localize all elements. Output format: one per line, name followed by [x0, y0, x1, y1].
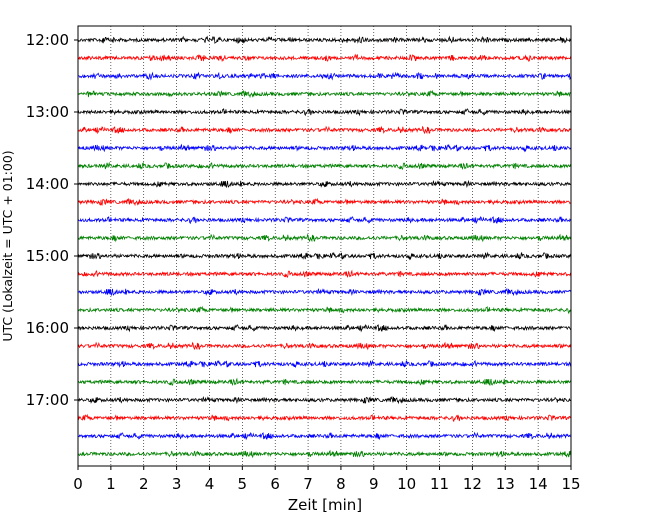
x-tick-label: 13 — [496, 475, 515, 493]
x-tick-label: 12 — [463, 475, 482, 493]
seismic-trace — [77, 197, 572, 207]
seismic-trace — [77, 449, 572, 459]
x-tick-label: 8 — [336, 475, 346, 493]
seismic-trace — [77, 71, 572, 81]
y-tick-label: 12:00 — [26, 31, 69, 49]
seismic-trace — [77, 431, 572, 441]
seismic-trace — [77, 125, 572, 135]
seismic-trace — [77, 269, 572, 279]
seismic-trace — [77, 287, 572, 297]
seismic-trace — [77, 143, 572, 153]
y-tick-label: 16:00 — [26, 319, 69, 337]
seismic-trace — [77, 233, 572, 243]
seismic-trace — [77, 179, 572, 189]
x-tick-label: 4 — [205, 475, 215, 493]
x-tick-label: 0 — [73, 475, 83, 493]
seismic-trace — [77, 324, 572, 333]
x-tick-label: 3 — [172, 475, 182, 493]
x-tick-label: 7 — [303, 475, 313, 493]
y-tick-label: 15:00 — [26, 247, 69, 265]
seismic-trace — [77, 377, 572, 387]
seismic-traces — [77, 35, 572, 459]
y-tick-label: 14:00 — [26, 175, 69, 193]
y-tick-label: 13:00 — [26, 103, 69, 121]
seismic-trace — [77, 107, 572, 117]
y-axis-ticks: 12:00 13:00 14:00 15:00 16:00 17:00 — [26, 31, 78, 409]
x-tick-label: 11 — [430, 475, 449, 493]
x-tick-label: 5 — [238, 475, 248, 493]
grid-lines — [110, 26, 539, 466]
x-axis-ticks: 0 1 2 3 4 5 6 7 8 9 10 11 12 13 14 15 — [73, 466, 581, 493]
seismic-trace — [77, 161, 572, 171]
x-tick-label: 10 — [397, 475, 416, 493]
plot-frame — [77, 25, 572, 467]
seismic-trace — [77, 305, 572, 315]
seismic-trace — [77, 53, 572, 63]
x-tick-label: 1 — [106, 475, 116, 493]
y-axis-label: UTC (Lokalzeit = UTC + 01:00) — [0, 150, 15, 341]
x-tick-label: 9 — [369, 475, 379, 493]
x-tick-label: 15 — [561, 475, 580, 493]
y-tick-label: 17:00 — [26, 391, 69, 409]
x-tick-label: 14 — [529, 475, 548, 493]
seismic-trace — [77, 341, 572, 351]
seismic-trace — [77, 89, 572, 99]
x-tick-label: 6 — [270, 475, 280, 493]
seismic-trace — [77, 216, 572, 225]
x-tick-label: 2 — [139, 475, 149, 493]
x-axis-label: Zeit [min] — [288, 496, 362, 514]
seismic-trace — [77, 413, 572, 423]
seismic-trace — [77, 251, 572, 261]
seismic-trace — [77, 35, 572, 44]
seismic-trace — [77, 395, 572, 405]
seismic-trace — [77, 359, 572, 369]
